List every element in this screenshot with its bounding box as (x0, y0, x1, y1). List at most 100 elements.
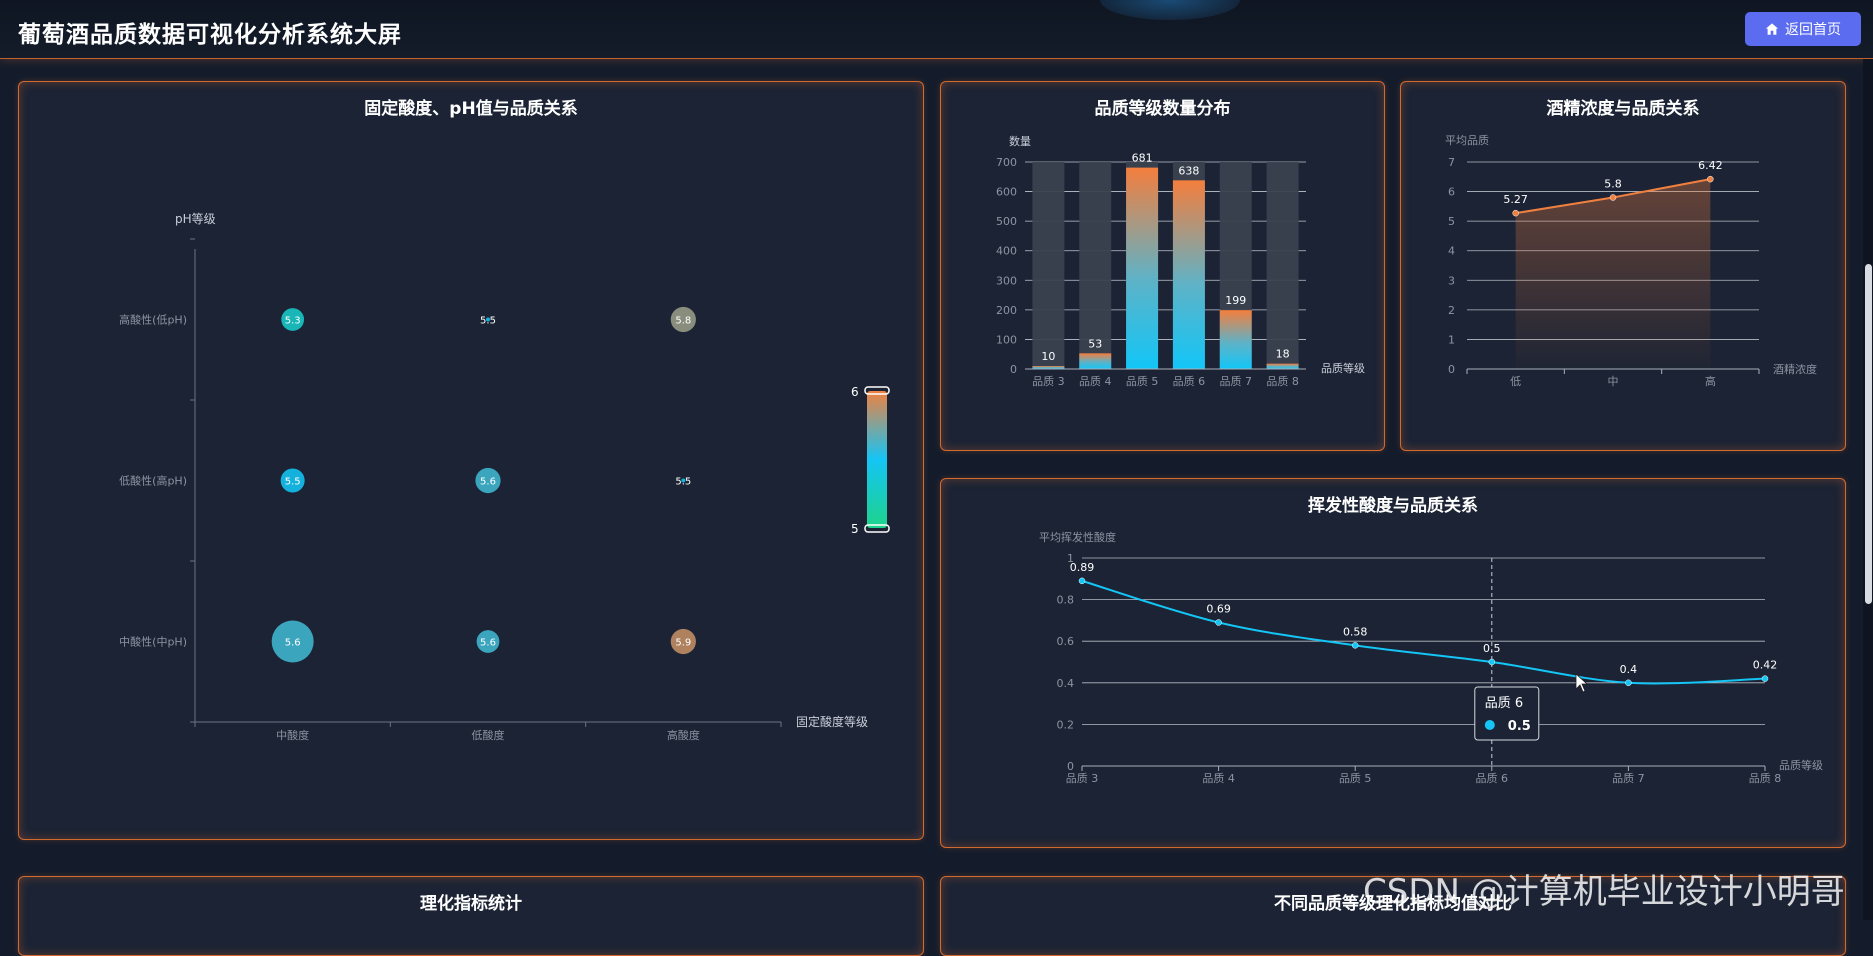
bar-background (1079, 162, 1112, 369)
scrollbar-track[interactable] (1863, 59, 1873, 920)
volatile-point (1488, 658, 1496, 666)
scatter-point-label: 5.6 (285, 638, 301, 649)
scatter-point-label: 5.5 (480, 316, 496, 327)
bar-y-tick-label: 200 (996, 304, 1017, 317)
mouse-cursor-icon (1575, 673, 1589, 693)
bar-y-tick-label: 700 (996, 156, 1017, 169)
panel-physchem-stats: 理化指标统计 (18, 876, 924, 956)
alcohol-y-tick-label: 3 (1448, 274, 1455, 287)
volatile-tooltip-marker (1484, 720, 1495, 730)
scatter-y-tick-label: 中酸性(中pH) (119, 635, 187, 649)
bar-background (1032, 162, 1065, 369)
scatter-point-label: 5.5 (675, 477, 691, 488)
scatter-point (280, 468, 305, 493)
volatile-point (1351, 642, 1359, 649)
bar-value-label: 199 (1225, 294, 1246, 307)
volatile-x-tick-label: 品质 5 (1339, 772, 1372, 785)
panel-acidity-ph: 固定酸度、pH值与品质关系 pH等级 固定酸度等级 中酸性(中pH) 低酸性(高pH)… (18, 81, 924, 840)
scatter-x-axis-title: 固定酸度等级 (796, 714, 868, 729)
volatile-y-axis-title: 平均挥发性酸度 (1039, 530, 1116, 544)
home-icon (1765, 23, 1779, 35)
volatile-point (1625, 679, 1632, 687)
home-button[interactable]: 返回首页 (1745, 12, 1861, 46)
scatter-point-label: 5.6 (480, 477, 496, 488)
scatter-point-label: 5.8 (675, 316, 691, 327)
home-button-label: 返回首页 (1785, 22, 1841, 38)
alcohol-x-tick-label: 中 (1608, 375, 1619, 388)
alcohol-y-tick-label: 4 (1448, 245, 1455, 258)
visual-map-handle-bottom (864, 524, 890, 533)
alcohol-area (1515, 179, 1711, 369)
bar-x-tick-label: 品质 7 (1220, 375, 1253, 388)
volatile-y-tick-label: 0.8 (1057, 594, 1075, 607)
scatter-y-tick-label: 高酸性(低pH) (119, 313, 187, 327)
volatile-x-tick-label: 品质 8 (1749, 772, 1782, 785)
panel-title-quality-compare: 不同品质等级理化指标均值对比 (1274, 894, 1512, 914)
bar-y-tick-label: 500 (996, 215, 1017, 228)
volatile-value-label: 0.58 (1343, 625, 1368, 638)
scatter-x-tick-label: 低酸度 (472, 728, 505, 742)
volatile-value-label: 0.5 (1483, 642, 1501, 655)
volatile-y-tick-label: 0 (1067, 760, 1074, 773)
alcohol-value-label: 5.8 (1604, 177, 1622, 190)
alcohol-x-tick-label: 低 (1510, 375, 1521, 388)
volatile-tooltip-category: 品质 6 (1485, 696, 1523, 711)
volatile-y-tick-label: 0.2 (1057, 718, 1075, 731)
scatter-point (681, 478, 686, 483)
volatile-line (1081, 579, 1766, 685)
scatter-x-tick-label: 中酸度 (276, 728, 309, 742)
bar-y-tick-label: 300 (996, 274, 1017, 287)
volatile-tooltip-value: 0.5 (1508, 719, 1531, 734)
scatter-point (281, 308, 305, 331)
scatter-point-label: 5.6 (480, 638, 496, 649)
alcohol-point (1707, 175, 1714, 183)
bar-y-axis-title: 数量 (1009, 135, 1031, 148)
scatter-point (670, 628, 696, 655)
alcohol-x-axis-title: 酒精浓度 (1773, 362, 1817, 376)
alcohol-y-tick-label: 2 (1448, 304, 1455, 317)
scatter-point (271, 620, 314, 663)
bar-mark (1172, 180, 1205, 369)
scrollbar-thumb[interactable] (1865, 264, 1872, 604)
top-header: 葡萄酒品质数据可视化分析系统大屏 返回首页 (0, 0, 1873, 59)
alcohol-y-tick-label: 1 (1448, 333, 1455, 346)
bar-y-tick-label: 0 (1010, 363, 1017, 376)
bar-mark (1032, 366, 1065, 369)
scatter-point (486, 317, 490, 322)
scatter-x-tick-label: 高酸度 (667, 728, 700, 742)
volatile-x-axis-title: 品质等级 (1779, 758, 1823, 772)
panel-alcohol-quality: 酒精浓度与品质关系 平均品质 酒精浓度 0 1 2 3 4 5 6 7 5.27 低 5.8 中 6.42 高 (1400, 81, 1846, 451)
panel-title-acidity-ph: 固定酸度、pH值与品质关系 (364, 99, 578, 119)
visual-map-max-label: 6 (851, 385, 859, 399)
alcohol-x-tick-label: 高 (1705, 374, 1716, 388)
volatile-x-tick-label: 品质 6 (1476, 772, 1509, 785)
volatile-x-tick-label: 品质 7 (1612, 772, 1645, 785)
volatile-point (1215, 619, 1222, 626)
scatter-point-label: 5.3 (285, 316, 301, 327)
alcohol-y-tick-label: 6 (1448, 186, 1455, 199)
volatile-y-tick-label: 0.4 (1057, 677, 1075, 690)
scatter-point-label: 5.9 (675, 638, 691, 649)
bar-x-axis-title: 品质等级 (1321, 361, 1365, 375)
bar-y-tick-label: 100 (996, 333, 1017, 346)
bar-y-tick-label: 600 (996, 186, 1017, 199)
visual-map-min-label: 5 (851, 522, 859, 536)
page-title: 葡萄酒品质数据可视化分析系统大屏 (18, 22, 402, 48)
panel-title-volatile-acidity: 挥发性酸度与品质关系 (1308, 496, 1478, 516)
panel-quality-distribution: 品质等级数量分布 数量 品质等级 0 100 200 300 400 500 600 700 10 品… (940, 81, 1385, 451)
panel-title-physchem-stats: 理化指标统计 (420, 894, 522, 914)
bar-value-label: 10 (1041, 350, 1055, 363)
scatter-point (670, 306, 696, 333)
bar-value-label: 638 (1178, 164, 1199, 177)
visual-map-bar (867, 391, 887, 528)
scatter-point (476, 630, 500, 653)
volatile-value-label: 0.4 (1620, 663, 1638, 676)
volatile-value-label: 0.69 (1206, 602, 1231, 615)
bar-mark (1219, 310, 1252, 369)
scatter-point (475, 467, 501, 494)
panel-title-quality-distribution: 品质等级数量分布 (1094, 99, 1231, 119)
